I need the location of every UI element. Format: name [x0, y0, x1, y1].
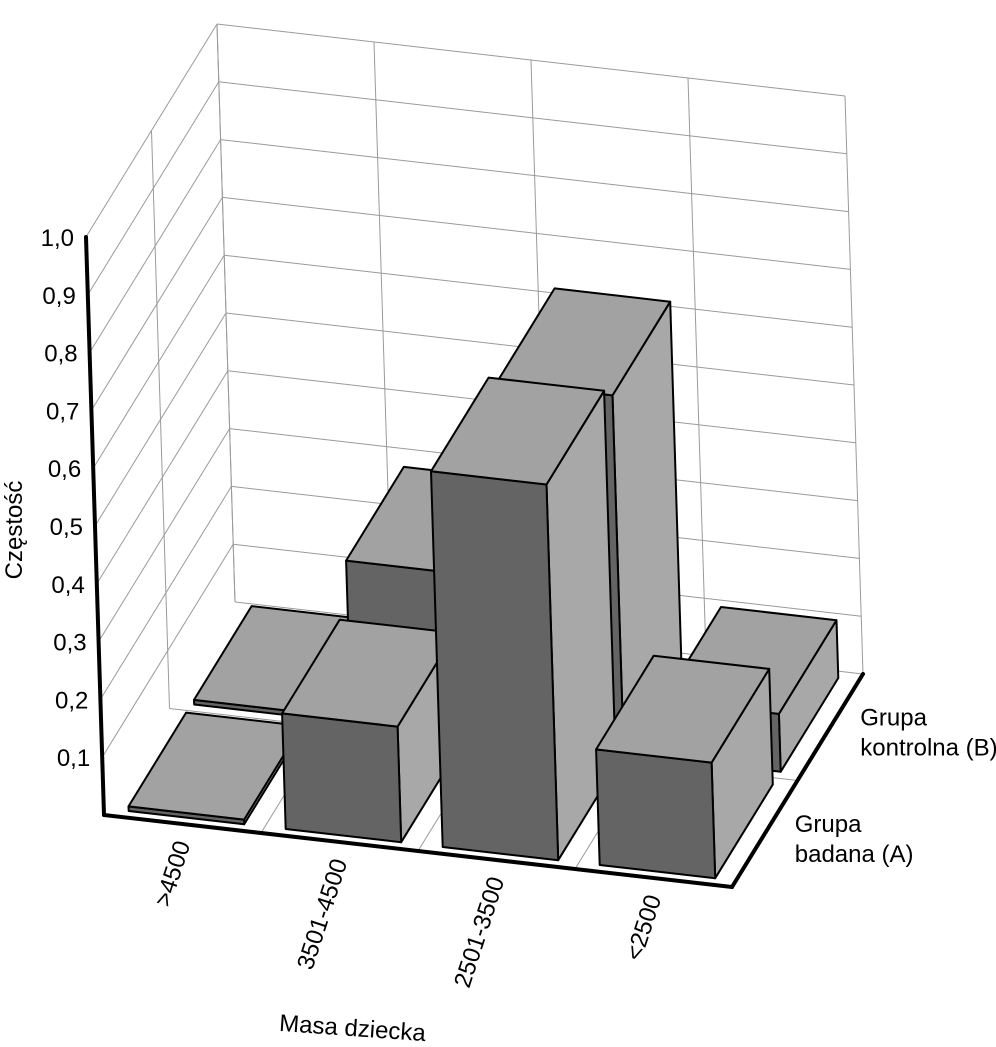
bar-series-a-3: [595, 654, 774, 880]
y-tick-label: 0,9: [42, 283, 75, 310]
bar-front-face: [430, 470, 560, 862]
y-tick-label: 0,7: [46, 398, 79, 425]
x-category-label: 3501-4500: [292, 856, 353, 974]
bar-front-face: [595, 748, 717, 880]
x-category-label: >4500: [150, 838, 197, 910]
bar-series-a-0: [127, 711, 303, 826]
x-category-label: <2500: [621, 892, 668, 964]
y-tick-label: 0,2: [55, 687, 88, 714]
x-axis-line: [102, 813, 734, 889]
depth-axis-line: [730, 672, 865, 889]
y-tick-label: 1,0: [41, 225, 74, 252]
y-tick-label: 0,3: [53, 630, 86, 657]
series-label: Grupa badana (A): [795, 811, 914, 868]
y-tick-label: 0,5: [50, 514, 83, 541]
gridline-side-vertical: [216, 23, 236, 603]
gridline-back-vertical: [844, 95, 864, 675]
y-tick-label: 0,6: [48, 456, 81, 483]
bar-front-face: [281, 712, 403, 844]
bar-top-face: [595, 654, 771, 764]
x-axis-title: Masa dziecka: [278, 1010, 427, 1047]
series-label: Grupa kontrolna (B): [860, 704, 996, 761]
y-tick-label: 0,4: [51, 572, 84, 599]
gridline-back-vertical: [687, 77, 707, 657]
chart-axes: [84, 235, 865, 889]
y-tick-label: 0,8: [44, 341, 77, 368]
y-tick-label: 0,1: [57, 745, 90, 772]
y-axis-title: Częstość: [1, 481, 28, 580]
bar-series-a-2: [430, 376, 617, 862]
bar-top-face: [127, 711, 303, 821]
x-category-label: 2501-3500: [449, 874, 510, 992]
chart-bars: [127, 287, 840, 880]
y-axis-line: [84, 235, 106, 817]
gridline-side-vertical: [151, 130, 170, 709]
bar-top-face: [430, 376, 606, 486]
